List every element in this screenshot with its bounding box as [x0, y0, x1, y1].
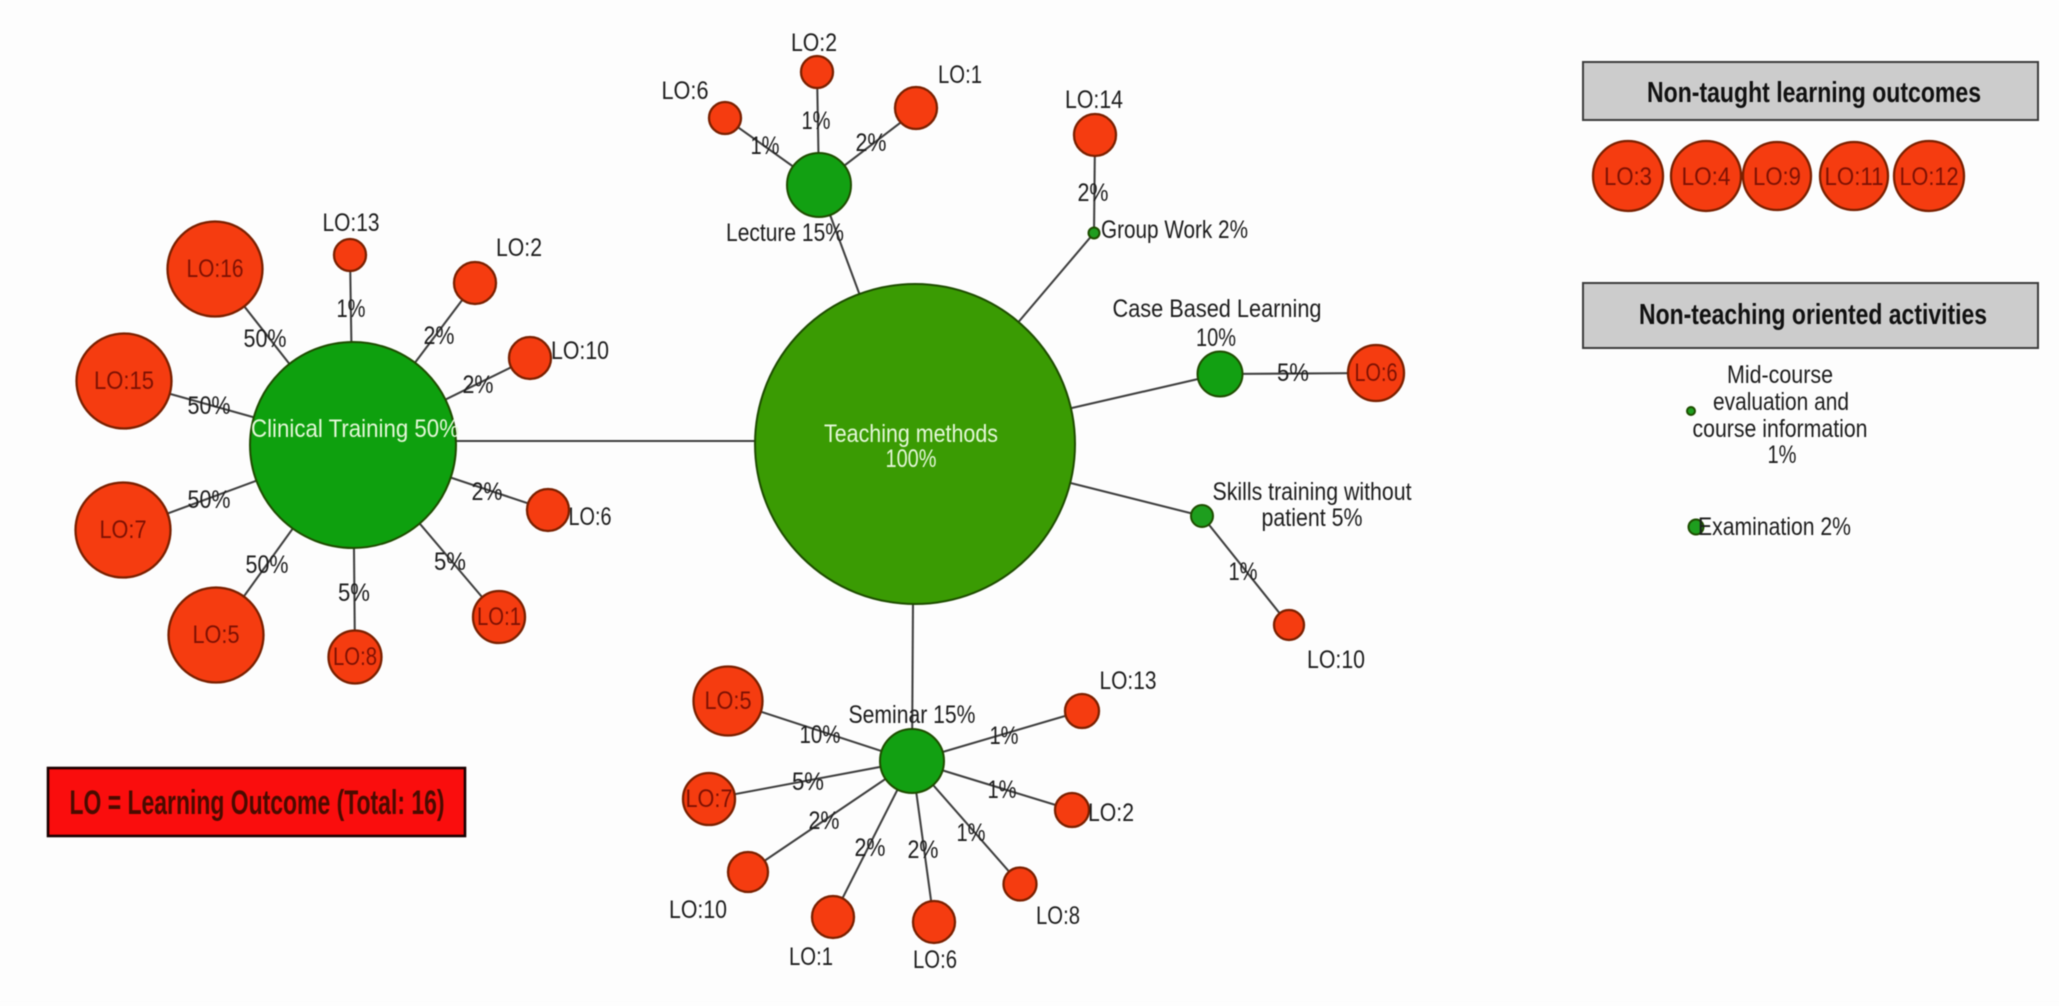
svg-text:2%: 2% [1078, 179, 1109, 207]
svg-text:1%: 1% [957, 819, 986, 847]
svg-text:LO:7: LO:7 [686, 785, 733, 813]
svg-text:LO:15: LO:15 [94, 367, 154, 395]
svg-text:1%: 1% [1768, 441, 1797, 469]
svg-text:LO:13: LO:13 [323, 209, 380, 237]
svg-text:10%: 10% [800, 721, 841, 749]
svg-text:100%: 100% [886, 445, 937, 473]
svg-text:1%: 1% [751, 132, 780, 160]
svg-text:50%: 50% [246, 551, 289, 579]
svg-text:LO:6: LO:6 [662, 77, 709, 105]
svg-text:50%: 50% [188, 486, 231, 514]
svg-text:50%: 50% [188, 392, 231, 420]
svg-text:Clinical Training 50%: Clinical Training 50% [251, 415, 459, 443]
svg-text:1%: 1% [802, 107, 831, 135]
svg-text:50%: 50% [244, 325, 287, 353]
svg-text:2%: 2% [855, 834, 886, 862]
svg-text:LO:13: LO:13 [1100, 667, 1157, 695]
svg-text:LO:5: LO:5 [193, 621, 240, 649]
svg-text:2%: 2% [908, 836, 939, 864]
svg-text:LO:1: LO:1 [938, 61, 982, 89]
svg-text:LO:2: LO:2 [1088, 799, 1134, 827]
svg-text:2%: 2% [472, 478, 503, 506]
svg-text:LO:10: LO:10 [551, 337, 609, 365]
svg-text:LO:5: LO:5 [705, 687, 752, 715]
svg-text:LO:8: LO:8 [333, 643, 377, 671]
svg-text:LO:1: LO:1 [477, 603, 521, 631]
svg-text:Examination 2%: Examination 2% [1698, 513, 1851, 541]
svg-text:Teaching methods: Teaching methods [824, 420, 998, 448]
svg-text:LO:4: LO:4 [1682, 163, 1731, 191]
svg-text:LO:11: LO:11 [1825, 163, 1884, 191]
svg-text:Non-taught learning outcomes: Non-taught learning outcomes [1647, 77, 1981, 109]
svg-text:LO:7: LO:7 [100, 516, 147, 544]
svg-text:LO:9: LO:9 [1753, 163, 1801, 191]
svg-text:Non-teaching oriented activiti: Non-teaching oriented activities [1639, 299, 1987, 331]
svg-text:5%: 5% [338, 579, 370, 607]
svg-text:2%: 2% [424, 322, 455, 350]
svg-text:5%: 5% [1277, 359, 1309, 387]
svg-text:10%: 10% [1196, 324, 1236, 352]
svg-text:Mid-course: Mid-course [1727, 361, 1833, 389]
svg-text:LO = Learning Outcome (Total:: LO = Learning Outcome (Total: 16) [70, 784, 445, 822]
svg-text:LO:6: LO:6 [1355, 359, 1398, 387]
svg-text:Case Based Learning: Case Based Learning [1113, 295, 1322, 323]
svg-text:evaluation and: evaluation and [1713, 388, 1849, 416]
svg-text:LO:3: LO:3 [1604, 163, 1652, 191]
svg-text:2%: 2% [809, 807, 840, 835]
svg-text:LO:14: LO:14 [1065, 86, 1123, 114]
svg-text:1%: 1% [988, 776, 1017, 804]
svg-text:LO:6: LO:6 [569, 503, 612, 531]
svg-text:5%: 5% [792, 768, 824, 796]
svg-text:Group Work 2%: Group Work 2% [1101, 216, 1248, 244]
svg-text:LO:12: LO:12 [1900, 163, 1959, 191]
svg-text:LO:10: LO:10 [669, 896, 727, 924]
svg-text:patient 5%: patient 5% [1262, 504, 1363, 532]
svg-text:LO:16: LO:16 [187, 255, 244, 283]
svg-text:1%: 1% [990, 722, 1019, 750]
svg-text:1%: 1% [337, 295, 366, 323]
svg-text:LO:2: LO:2 [496, 234, 542, 262]
svg-text:LO:8: LO:8 [1036, 902, 1080, 930]
svg-text:LO:1: LO:1 [789, 943, 833, 971]
svg-text:Lecture 15%: Lecture 15% [726, 219, 844, 247]
svg-text:LO:6: LO:6 [913, 946, 957, 974]
svg-text:Seminar 15%: Seminar 15% [849, 701, 976, 729]
svg-text:5%: 5% [434, 548, 466, 576]
svg-text:1%: 1% [1229, 558, 1258, 586]
svg-text:course information: course information [1693, 415, 1868, 443]
svg-text:LO:2: LO:2 [791, 29, 837, 57]
svg-text:2%: 2% [463, 371, 494, 399]
svg-text:2%: 2% [856, 129, 887, 157]
svg-text:Skills training without: Skills training without [1213, 478, 1412, 506]
svg-text:LO:10: LO:10 [1307, 646, 1365, 674]
